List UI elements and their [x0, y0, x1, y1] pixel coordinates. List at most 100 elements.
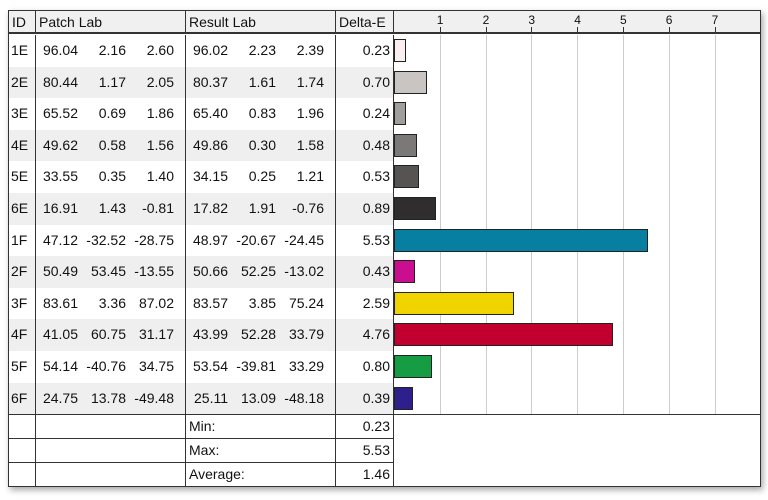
result-lab-value: 52.25 [240, 263, 276, 280]
bar-4E [394, 133, 417, 157]
bar-5E [394, 165, 420, 189]
axis-tick-label: 6 [665, 13, 673, 27]
bar-4F [394, 323, 613, 347]
patch-lab-value: 13.78 [90, 389, 126, 406]
row-id: 5E [9, 161, 36, 194]
cell-result-lab: 25.11 13.09 -48.18 [186, 382, 336, 416]
patch-lab-value: 1.86 [146, 105, 174, 122]
cell-delta-e: 2.59 [336, 287, 394, 321]
result-lab-value: -0.76 [292, 200, 324, 216]
axis-tick-label: 5 [620, 13, 627, 27]
patch-lab-value: 50.49 [42, 263, 78, 280]
axis-tick [531, 27, 533, 32]
result-lab-value: 25.11 [194, 389, 228, 406]
axis-tick-label: 4 [574, 13, 581, 27]
row-id: 6F [9, 382, 36, 416]
bar-6E [394, 197, 436, 220]
summary-empty [9, 462, 36, 488]
row-id: 3E [9, 98, 36, 131]
result-lab-value: 83.57 [192, 294, 228, 311]
summary-empty [36, 438, 186, 464]
header-patch-lab: Patch Lab [36, 11, 186, 34]
patch-lab-value: 34.75 [138, 358, 174, 374]
row-id: 6E [9, 193, 36, 226]
cell-result-lab: 49.86 0.30 1.58 [186, 129, 336, 163]
patch-lab-value: 49.62 [42, 136, 78, 153]
gridline [623, 35, 624, 415]
gridline [485, 35, 487, 415]
axis-tick [668, 27, 670, 32]
bar-5F [394, 355, 432, 378]
cell-patch-lab: 54.14 -40.76 34.75 [36, 351, 186, 384]
axis-tick [623, 27, 624, 32]
patch-lab-value: 2.05 [146, 73, 174, 90]
summary-value: 1.46 [336, 462, 394, 488]
patch-lab-value: 31.17 [138, 326, 174, 343]
cell-patch-lab: 24.75 13.78 -49.48 [36, 382, 186, 416]
row-id: 1F [9, 224, 36, 258]
result-lab-value: 1.91 [248, 200, 276, 216]
cell-delta-e: 5.53 [336, 224, 394, 258]
patch-lab-value: -28.75 [134, 231, 174, 248]
result-lab-value: 96.02 [192, 42, 228, 58]
gridline [668, 35, 670, 415]
cell-result-lab: 83.57 3.85 75.24 [186, 287, 336, 321]
patch-lab-value: 3.36 [98, 294, 126, 311]
result-lab-value: 53.54 [192, 358, 228, 374]
cell-patch-lab: 65.52 0.69 1.86 [36, 98, 186, 131]
cell-patch-lab: 47.12 -32.52 -28.75 [36, 224, 186, 258]
row-id: 4E [9, 129, 36, 163]
cell-delta-e: 0.70 [336, 66, 394, 100]
result-lab-value: 33.79 [288, 326, 324, 343]
gridline [714, 35, 716, 415]
patch-lab-value: -13.55 [134, 263, 174, 280]
axis-tick-label: 1 [436, 13, 444, 27]
result-lab-value: 0.83 [248, 105, 276, 122]
gridline [439, 35, 441, 415]
result-lab-value: 34.15 [192, 168, 228, 185]
cell-result-lab: 96.02 2.23 2.39 [186, 35, 336, 68]
cell-patch-lab: 41.05 60.75 31.17 [36, 319, 186, 352]
patch-lab-value: 24.75 [42, 389, 78, 406]
summary-empty [36, 462, 186, 488]
bar-2E [394, 70, 428, 94]
patch-lab-value: -32.52 [86, 231, 126, 248]
summary-value: 0.23 [336, 414, 394, 440]
bar-1F [394, 228, 649, 252]
result-lab-value: -20.67 [236, 231, 276, 248]
cell-patch-lab: 33.55 0.35 1.40 [36, 161, 186, 194]
result-lab-value: 48.97 [192, 231, 228, 248]
result-lab-value: 0.25 [248, 168, 276, 185]
cell-delta-e: 0.48 [336, 129, 394, 163]
patch-lab-value: 80.44 [42, 73, 78, 90]
cell-patch-lab: 49.62 0.58 1.56 [36, 129, 186, 163]
patch-lab-value: 54.14 [42, 358, 78, 374]
cell-result-lab: 80.37 1.61 1.74 [186, 66, 336, 100]
summary-label: Max: [186, 438, 336, 464]
summary-empty [9, 414, 36, 440]
result-lab-value: -13.02 [284, 263, 324, 280]
patch-lab-value: 41.05 [42, 326, 78, 343]
axis-tick [485, 27, 487, 32]
gridline [577, 35, 579, 415]
cell-result-lab: 53.54 -39.81 33.29 [186, 351, 336, 384]
cell-delta-e: 0.80 [336, 351, 394, 384]
patch-lab-value: 87.02 [138, 294, 174, 311]
patch-lab-value: 1.43 [98, 200, 126, 216]
gridline [531, 35, 533, 415]
patch-lab-value: 1.56 [146, 136, 174, 153]
patch-lab-value: 53.45 [90, 263, 126, 280]
bar-6F [394, 386, 413, 410]
result-lab-value: 49.86 [192, 136, 228, 153]
axis-tick [577, 27, 579, 32]
row-id: 2E [9, 66, 36, 100]
result-lab-value: 17.82 [192, 200, 228, 216]
result-lab-value: -39.81 [236, 358, 276, 374]
result-lab-value: 2.23 [248, 42, 276, 58]
cell-delta-e: 0.24 [336, 98, 394, 131]
cell-result-lab: 50.66 52.25 -13.02 [186, 256, 336, 289]
patch-lab-value: 2.60 [146, 42, 174, 58]
result-lab-value: 1.74 [296, 73, 324, 90]
bar-1E [394, 39, 406, 62]
axis-tick-label: 2 [482, 13, 490, 27]
